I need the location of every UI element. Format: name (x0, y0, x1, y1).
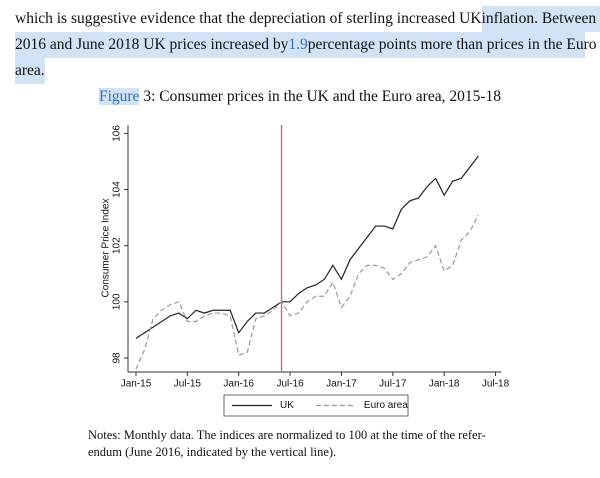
series-line (135, 214, 479, 370)
legend-label: UK (280, 400, 294, 411)
highlighted-text: inflation. Between June (481, 6, 600, 32)
text-line: area. (15, 58, 585, 84)
y-axis-label: Consumer Price Index (101, 199, 112, 298)
number-text: 1.9 (288, 36, 308, 53)
x-tick-label: Jan-17 (326, 379, 357, 390)
x-tick-label: Jul-17 (379, 379, 407, 390)
y-tick-label: 102 (112, 237, 123, 254)
notes-line: endum (June 2016, indicated by the verti… (88, 445, 337, 459)
y-tick-label: 98 (112, 352, 123, 364)
text: which is suggestive evidence that the de… (15, 10, 482, 27)
y-tick-label: 100 (112, 293, 123, 310)
x-tick-label: Jan-16 (223, 379, 254, 390)
x-tick-label: Jan-15 (121, 379, 152, 390)
text: 2016 and June 2018 UK prices increased b… (15, 36, 289, 53)
x-tick-label: Jan-18 (429, 379, 460, 390)
caption-text: 3: Consumer prices in the UK and the Eur… (143, 88, 502, 105)
highlighted-text: area. (15, 58, 45, 84)
y-tick-label: 106 (112, 125, 123, 142)
x-tick-label: Jul-15 (174, 379, 202, 390)
notes-line: Notes: Monthly data. The indices are nor… (88, 428, 486, 442)
notes: Notes: Monthly data. The indices are nor… (88, 427, 486, 461)
x-tick-label: Jul-18 (482, 379, 510, 390)
legend-label: Euro area (364, 400, 408, 411)
text: percentage points more than prices in th… (307, 36, 597, 53)
figure-caption: Figure 3: Consumer prices in the UK and … (0, 88, 600, 106)
series-line (135, 155, 479, 339)
figure-label: Figure (98, 88, 140, 105)
text-line: 2016 and June 2018 UK prices increased b… (15, 32, 597, 58)
text-line: which is suggestive evidence that the de… (15, 6, 600, 32)
x-tick-label: Jul-16 (276, 379, 304, 390)
paragraph: which is suggestive evidence that the de… (15, 6, 600, 84)
y-tick-label: 104 (112, 181, 123, 198)
